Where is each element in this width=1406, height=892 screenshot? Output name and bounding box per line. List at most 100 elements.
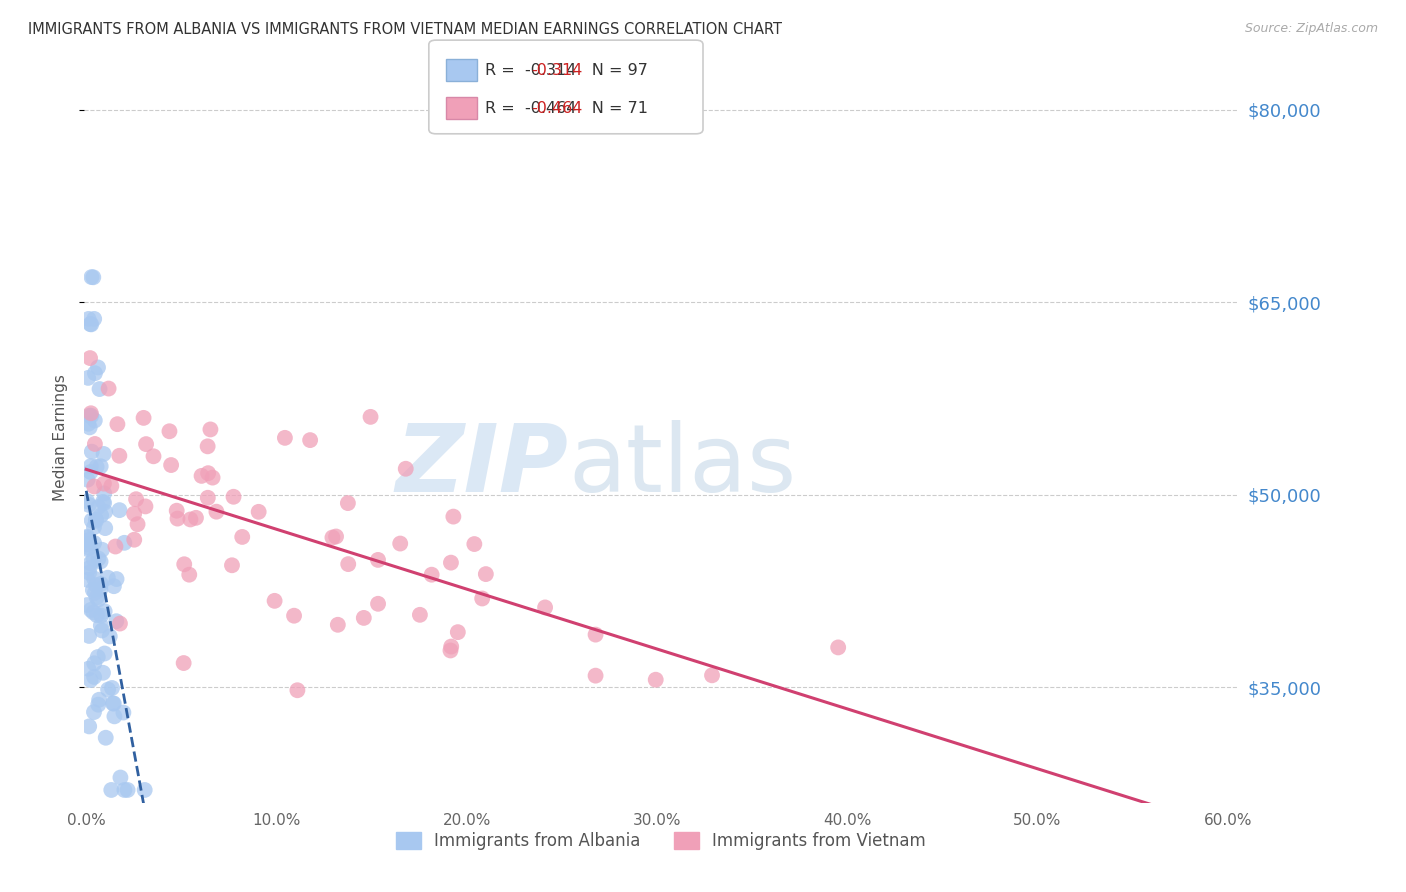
Point [76, 473, 98, 487]
Text: -0.464: -0.464 [531, 101, 583, 116]
Point [197, 491, 219, 505]
Point [283, 608, 305, 623]
Point [173, 558, 195, 572]
Point [82, 582, 104, 597]
Point [80, 459, 103, 474]
Point [76, 537, 98, 551]
Point [76, 573, 98, 587]
Point [79, 351, 101, 365]
Point [325, 529, 347, 543]
Point [93, 604, 115, 618]
Point [97, 682, 120, 697]
Point [79, 557, 101, 571]
Point [79, 673, 101, 687]
Point [86, 591, 108, 605]
Point [360, 409, 382, 424]
Point [80, 270, 103, 285]
Point [166, 511, 188, 525]
Point [441, 509, 464, 524]
Point [93, 447, 115, 461]
Point [179, 512, 201, 526]
Legend: Immigrants from Albania, Immigrants from Vietnam: Immigrants from Albania, Immigrants from… [389, 825, 932, 856]
Point [337, 557, 360, 571]
Point [79, 420, 101, 434]
Point [87, 698, 110, 712]
Point [101, 681, 124, 695]
Point [110, 771, 132, 785]
Point [84, 578, 107, 592]
Point [585, 627, 607, 641]
Point [471, 591, 494, 606]
Point [104, 540, 127, 554]
Point [108, 616, 131, 631]
Point [205, 505, 228, 519]
Point [222, 490, 245, 504]
Point [103, 697, 125, 711]
Point [353, 611, 375, 625]
Point [87, 551, 110, 566]
Point [112, 783, 135, 797]
Point [93, 647, 115, 661]
Point [142, 450, 165, 464]
Point [79, 561, 101, 575]
Point [77, 498, 100, 512]
Point [83, 312, 105, 326]
Point [91, 665, 114, 680]
Point [94, 731, 117, 745]
Point [90, 459, 112, 474]
Point [475, 567, 498, 582]
Point [90, 618, 112, 632]
Point [83, 536, 105, 550]
Point [336, 496, 359, 510]
Point [89, 692, 111, 706]
Point [86, 459, 108, 474]
Point [389, 536, 412, 550]
Point [82, 270, 104, 285]
Text: -0.314: -0.314 [531, 62, 583, 78]
Point [700, 668, 723, 682]
Point [77, 417, 100, 431]
Point [117, 783, 139, 797]
Point [107, 417, 129, 432]
Point [321, 531, 343, 545]
Point [91, 624, 114, 638]
Point [91, 542, 114, 557]
Point [77, 312, 100, 326]
Point [200, 422, 222, 436]
Point [103, 579, 125, 593]
Point [87, 500, 110, 514]
Point [100, 783, 122, 797]
Point [231, 530, 253, 544]
Point [76, 531, 98, 545]
Point [197, 439, 219, 453]
Point [159, 424, 181, 438]
Point [440, 640, 463, 654]
Point [326, 617, 349, 632]
Point [463, 537, 485, 551]
Point [409, 607, 432, 622]
Point [173, 656, 195, 670]
Point [367, 597, 389, 611]
Point [77, 662, 100, 676]
Text: atlas: atlas [568, 420, 797, 512]
Point [108, 449, 131, 463]
Point [77, 371, 100, 385]
Point [221, 558, 243, 573]
Point [90, 577, 112, 591]
Text: R =  -0.314   N = 97: R = -0.314 N = 97 [485, 62, 648, 78]
Point [77, 541, 100, 555]
Point [108, 503, 131, 517]
Point [184, 511, 207, 525]
Point [89, 582, 111, 597]
Point [420, 567, 443, 582]
Point [76, 530, 98, 544]
Point [84, 514, 107, 528]
Point [134, 783, 156, 797]
Point [395, 462, 418, 476]
Point [80, 318, 103, 332]
Point [90, 508, 112, 523]
Point [87, 592, 110, 607]
Point [201, 470, 224, 484]
Point [135, 437, 157, 451]
Point [105, 614, 128, 628]
